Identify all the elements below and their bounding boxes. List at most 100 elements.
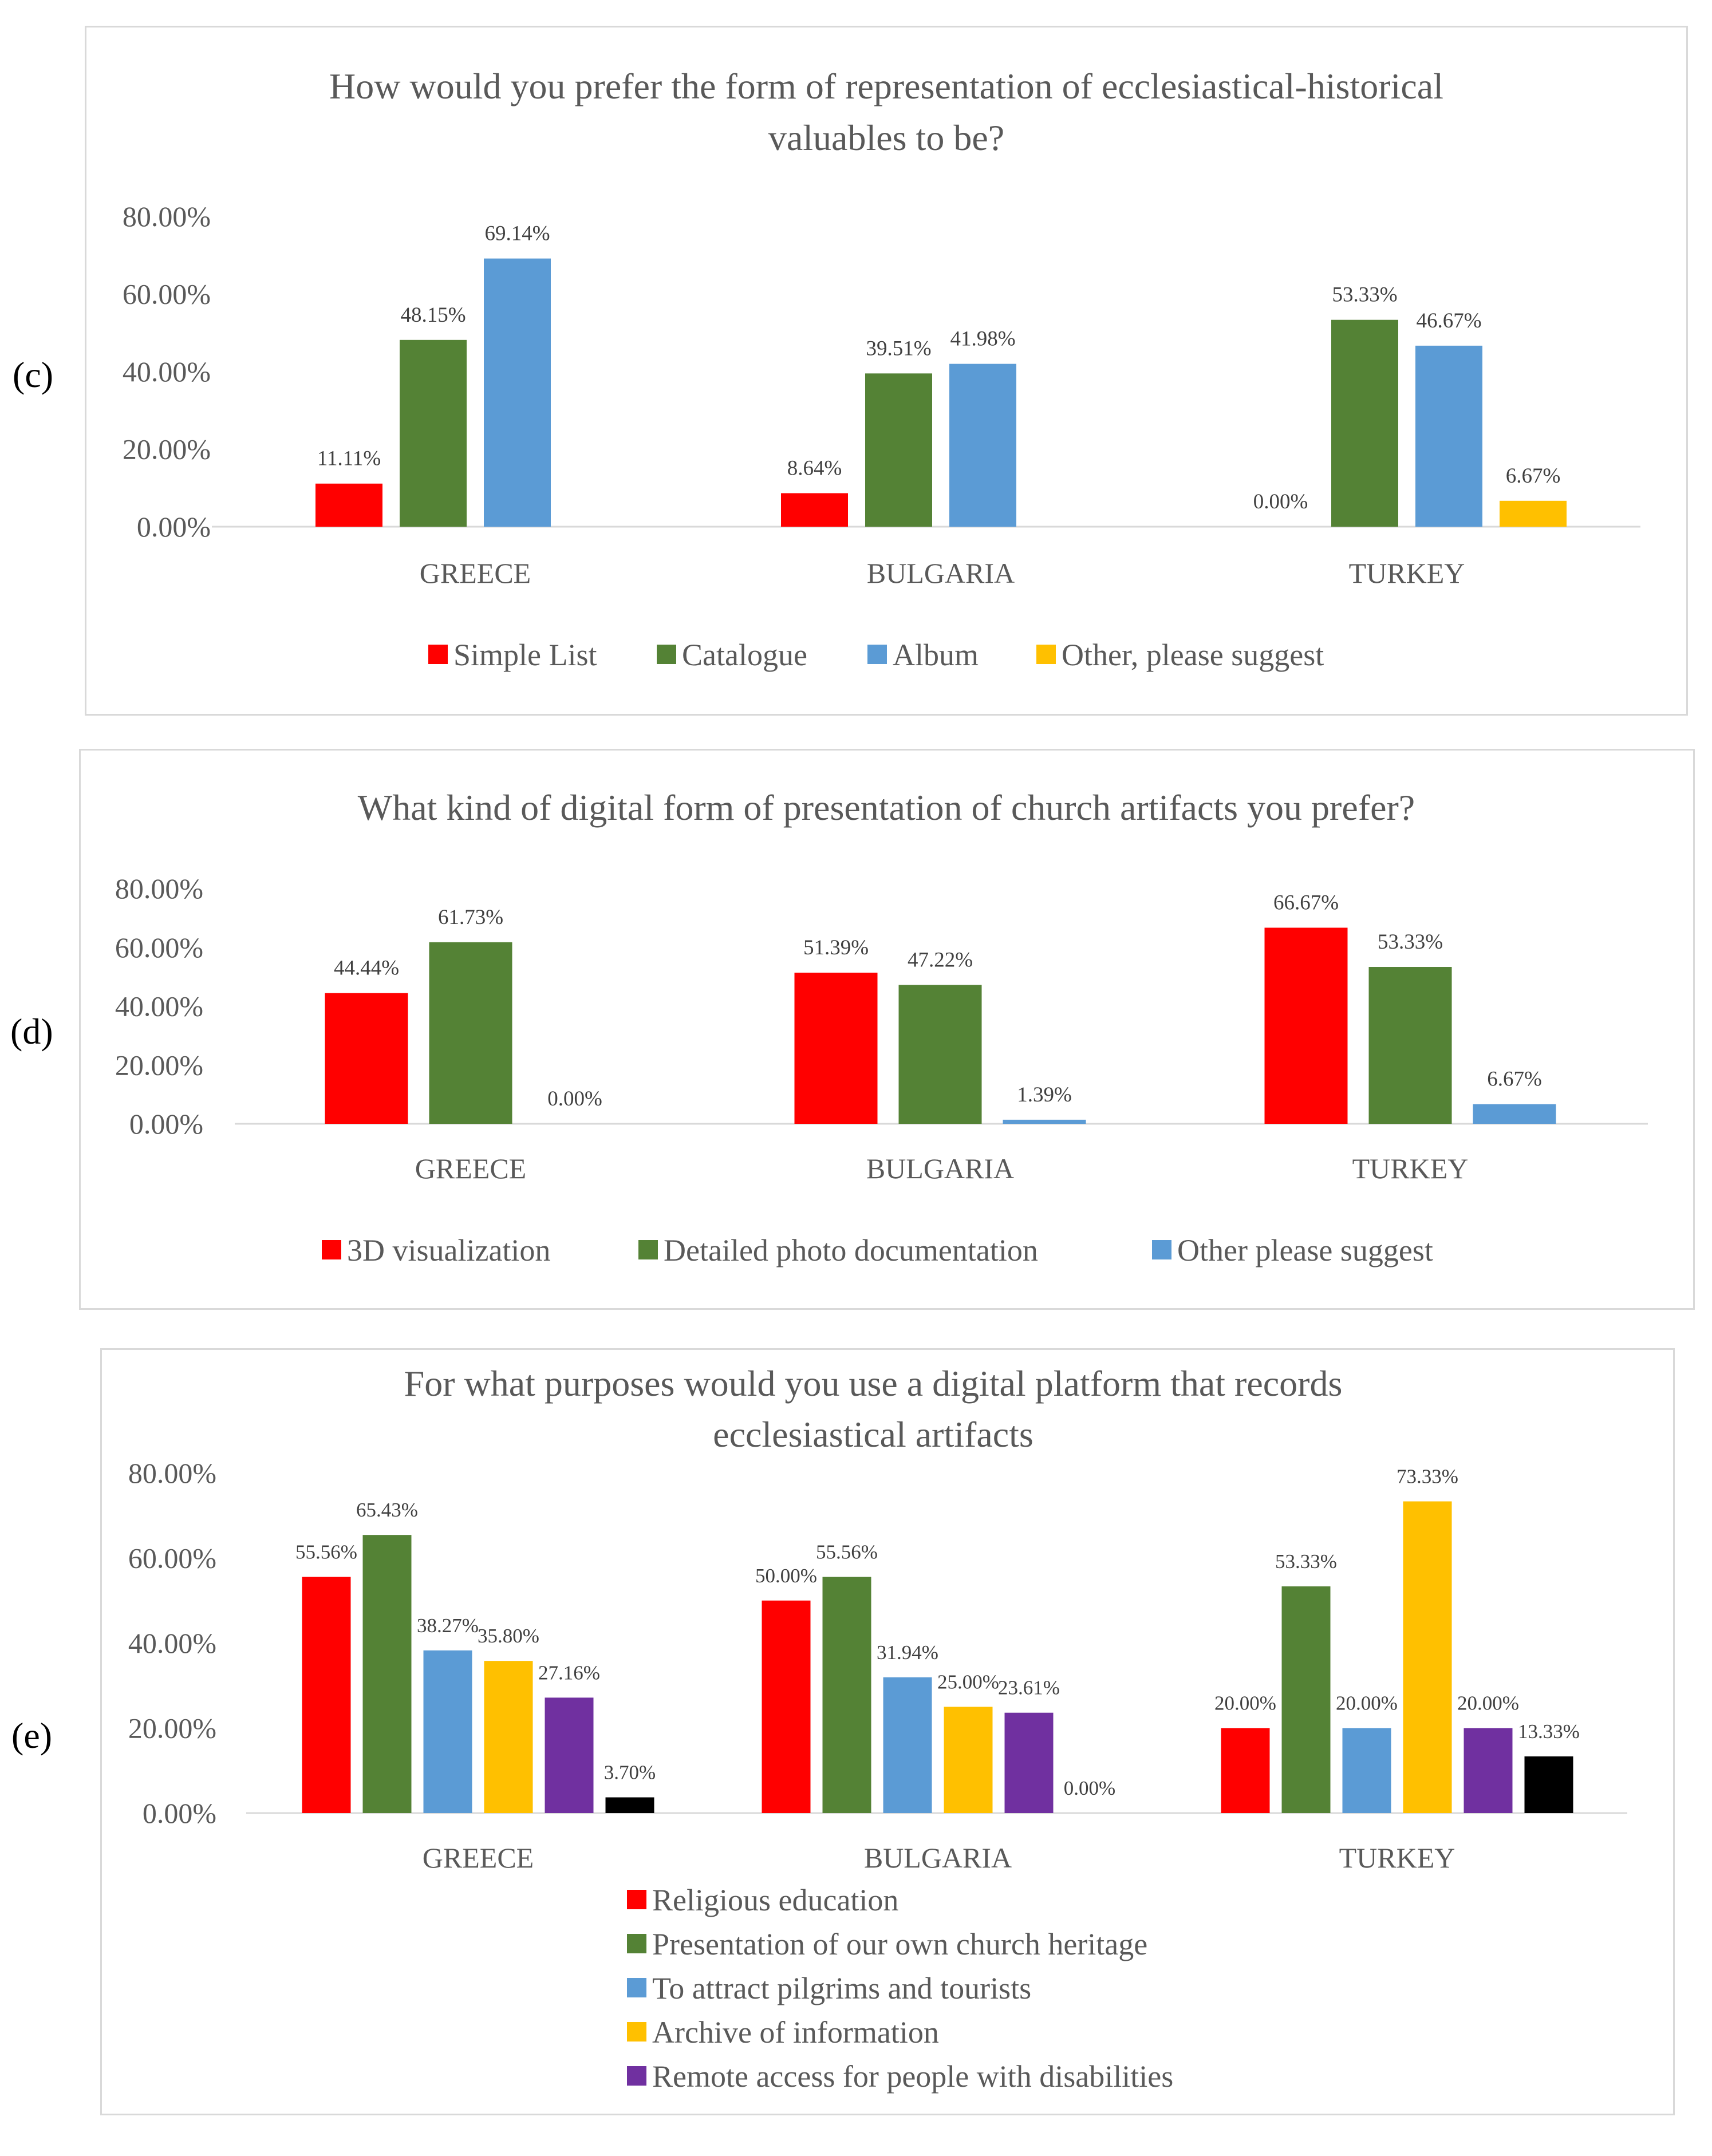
chart-e-data-label: 20.00%	[1457, 1692, 1519, 1715]
chart-c-legend-label: Catalogue	[682, 638, 807, 672]
chart-c-ytick-label: 60.00%	[123, 278, 211, 310]
chart-d-data-label: 44.44%	[334, 957, 399, 980]
chart-e-data-label: 27.16%	[538, 1661, 600, 1684]
chart-e-bar-turkey-5	[1464, 1728, 1513, 1813]
chart-d-legend-label: 3D visualization	[347, 1233, 550, 1267]
chart-e-data-label: 20.00%	[1214, 1692, 1276, 1715]
chart-d-bar-greece-1	[325, 993, 408, 1124]
chart-e-ytick-label: 0.00%	[143, 1797, 216, 1829]
chart-e-data-label: 20.00%	[1336, 1692, 1398, 1715]
chart-c-data-label: 69.14%	[484, 222, 550, 246]
chart-c-data-label: 41.98%	[950, 327, 1015, 351]
chart-e-legend-label: Archive of information	[652, 2015, 939, 2050]
chart-e-legend-swatch	[627, 2022, 646, 2042]
chart-e-bar-bulgaria-5	[1004, 1712, 1054, 1813]
chart-e-data-label: 65.43%	[356, 1499, 418, 1521]
chart-d-bar-turkey-2	[1368, 967, 1452, 1124]
chart-e-bar-greece-3	[423, 1650, 472, 1813]
chart-c-bar-greece-3	[484, 258, 551, 527]
chart-e-bar-turkey-6	[1524, 1756, 1573, 1813]
chart-e-bar-turkey-2	[1281, 1586, 1331, 1813]
chart-d-data-label: 6.67%	[1487, 1068, 1542, 1091]
chart-e-legend-label: Remote access for people with disabiliti…	[652, 2059, 1173, 2094]
chart-d-ytick-label: 40.00%	[115, 990, 203, 1022]
chart-d-ytick-label: 60.00%	[115, 931, 203, 964]
chart-e-ytick-label: 60.00%	[128, 1542, 216, 1574]
chart-e-legend-swatch	[627, 1934, 646, 1953]
chart-d-data-label: 1.39%	[1017, 1083, 1072, 1107]
chart-e-legend-label: Presentation of our own church heritage	[652, 1927, 1147, 1961]
chart-e-bar-greece-4	[484, 1661, 533, 1813]
chart-c-data-label: 46.67%	[1416, 309, 1481, 333]
chart-e-data-label: 50.00%	[755, 1565, 817, 1587]
chart-e-bar-bulgaria-2	[822, 1577, 871, 1813]
chart-e-bar-turkey-3	[1342, 1728, 1391, 1813]
chart-e-bar-greece-2	[362, 1535, 412, 1813]
chart-c-data-label: 48.15%	[400, 303, 466, 327]
chart-d-category-label: GREECE	[415, 1152, 526, 1184]
chart-c-ytick-label: 20.00%	[123, 433, 211, 465]
chart-e-ytick-label: 80.00%	[128, 1457, 216, 1489]
chart-e-data-label: 3.70%	[604, 1762, 656, 1784]
chart-d-bar-turkey-1	[1264, 927, 1348, 1124]
chart-e-data-label: 25.00%	[937, 1671, 999, 1693]
chart-c-legend-swatch	[657, 645, 676, 664]
chart-e-legend-label: Religious education	[652, 1883, 898, 1917]
chart-e-data-label: 55.56%	[295, 1541, 357, 1563]
chart-d-data-label: 47.22%	[908, 948, 973, 972]
chart-d-data-label: 0.00%	[547, 1087, 602, 1111]
chart-e-title-line-2: ecclesiastical artifacts	[713, 1414, 1033, 1455]
chart-d-data-label: 66.67%	[1273, 891, 1339, 914]
chart-e-bar-turkey-4	[1403, 1501, 1452, 1813]
panel-label-c: (c)	[13, 354, 54, 395]
chart-d-data-label: 61.73%	[438, 906, 503, 929]
chart-e-legend-label: To attract pilgrims and tourists	[652, 1971, 1031, 2005]
chart-c-title-line-2: valuables to be?	[768, 117, 1004, 158]
chart-e-ytick-label: 40.00%	[128, 1627, 216, 1659]
chart-e-data-label: 38.27%	[417, 1614, 479, 1637]
chart-e-bar-greece-6	[605, 1797, 654, 1813]
chart-d-bar-bulgaria-1	[794, 972, 878, 1124]
chart-c-bar-bulgaria-2	[865, 373, 932, 527]
chart-e-category-label: BULGARIA	[864, 1842, 1012, 1874]
chart-c-ytick-label: 80.00%	[123, 200, 211, 232]
chart-c-data-label: 8.64%	[787, 456, 842, 480]
chart-c-data-label: 0.00%	[1253, 490, 1308, 514]
chart-e-data-label: 31.94%	[877, 1641, 938, 1664]
chart-d-data-label: 51.39%	[803, 936, 869, 959]
chart-e-bar-bulgaria-3	[883, 1677, 932, 1813]
chart-e-legend-swatch	[627, 1978, 646, 1997]
chart-d-category-label: TURKEY	[1352, 1152, 1469, 1184]
chart-c-legend-swatch	[867, 645, 887, 664]
chart-c-bar-turkey-4	[1500, 500, 1567, 527]
chart-d-category-label: BULGARIA	[866, 1152, 1014, 1184]
chart-d-title-line-1: What kind of digital form of presentatio…	[358, 787, 1415, 828]
chart-c-bar-turkey-3	[1415, 345, 1482, 527]
chart-e-data-label: 23.61%	[998, 1677, 1060, 1699]
chart-e-bar-greece-5	[545, 1697, 594, 1813]
chart-e-data-label: 0.00%	[1064, 1777, 1115, 1799]
chart-c-bar-turkey-2	[1331, 319, 1398, 527]
chart-e-bar-bulgaria-1	[762, 1600, 811, 1813]
chart-d-bar-greece-2	[429, 942, 512, 1124]
chart-e-category-label: GREECE	[423, 1842, 534, 1874]
chart-d-ytick-label: 80.00%	[115, 872, 203, 905]
chart-c-title-line-1: How would you prefer the form of represe…	[329, 66, 1443, 106]
chart-c-category-label: GREECE	[420, 557, 531, 589]
chart-e-legend-swatch	[627, 1890, 646, 1909]
chart-c-legend-label: Simple List	[453, 638, 597, 672]
chart-e-data-label: 53.33%	[1275, 1550, 1337, 1573]
panel-label-d: (d)	[10, 1011, 53, 1052]
chart-e-ytick-label: 20.00%	[128, 1712, 216, 1744]
chart-c-legend-swatch	[1036, 645, 1056, 664]
chart-e-data-label: 73.33%	[1397, 1466, 1458, 1488]
chart-e-data-label: 13.33%	[1518, 1720, 1580, 1743]
chart-e-bar-bulgaria-4	[944, 1707, 993, 1813]
chart-d-bar-bulgaria-2	[898, 985, 982, 1124]
chart-d-ytick-label: 20.00%	[115, 1049, 203, 1081]
chart-d-legend-label: Other please suggest	[1177, 1233, 1433, 1267]
chart-c-bar-bulgaria-3	[949, 364, 1016, 527]
chart-c-data-label: 6.67%	[1506, 464, 1561, 488]
chart-c-category-label: BULGARIA	[867, 557, 1015, 589]
